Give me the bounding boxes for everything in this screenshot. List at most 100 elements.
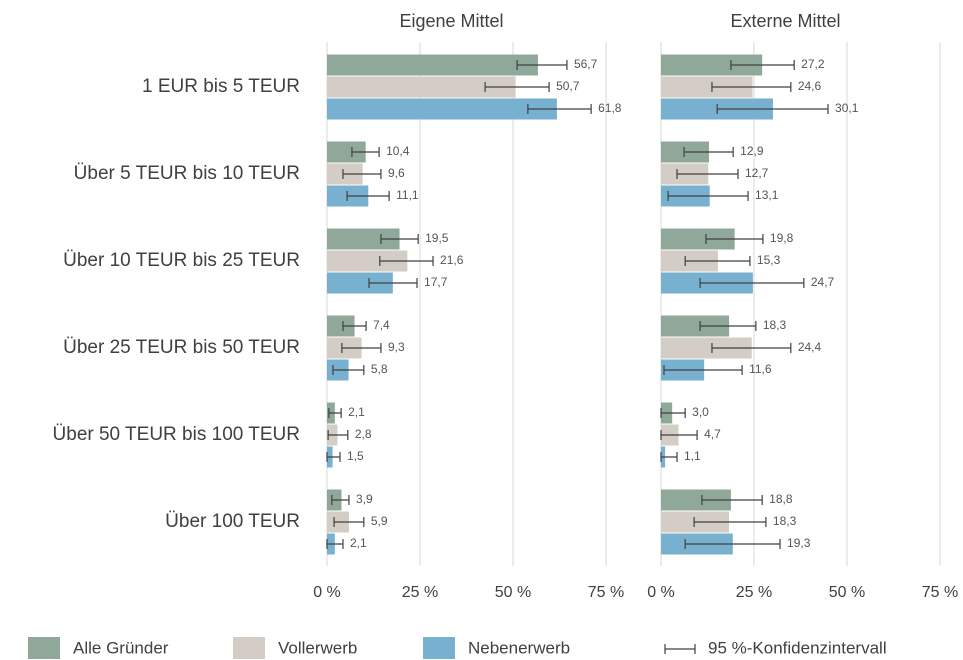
value-label: 19,3 <box>787 536 811 550</box>
error-bar <box>730 60 795 70</box>
error-bar <box>660 452 678 462</box>
error-bar <box>484 82 550 92</box>
error-bar <box>368 278 418 288</box>
error-bar <box>380 234 419 244</box>
x-tick-label: 75 % <box>922 584 958 601</box>
value-label: 12,7 <box>745 166 769 180</box>
error-bar <box>705 234 764 244</box>
error-bar <box>333 517 365 527</box>
error-bar <box>711 82 792 92</box>
value-label: 24,4 <box>798 340 822 354</box>
value-label: 27,2 <box>801 57 825 71</box>
x-tick-label: 25 % <box>402 584 438 601</box>
error-bar <box>663 365 743 375</box>
legend-label: Alle Gründer <box>73 638 169 657</box>
value-label: 1,5 <box>347 449 364 463</box>
bar <box>661 54 763 76</box>
value-label: 24,7 <box>811 275 835 289</box>
error-bar <box>346 191 390 201</box>
value-label: 10,4 <box>386 144 410 158</box>
x-tick-label: 25 % <box>736 584 772 601</box>
value-label: 4,7 <box>704 427 721 441</box>
value-label: 56,7 <box>574 57 598 71</box>
value-label: 18,8 <box>769 492 793 506</box>
value-label: 15,3 <box>757 253 781 267</box>
value-label: 18,3 <box>763 318 787 332</box>
x-tick-label: 50 % <box>495 584 531 601</box>
x-tick-label: 0 % <box>313 584 341 601</box>
legend-ci-icon <box>664 644 696 654</box>
panel-title: Externe Mittel <box>730 11 840 31</box>
error-bar <box>660 430 698 440</box>
value-label: 13,1 <box>755 188 779 202</box>
error-bar <box>701 495 763 505</box>
bar <box>661 337 752 359</box>
error-bar <box>342 169 382 179</box>
error-bar <box>342 321 367 331</box>
error-bar <box>379 256 434 266</box>
category-label: 1 EUR bis 5 TEUR <box>142 76 300 97</box>
bar <box>327 228 400 250</box>
error-bar <box>327 430 349 440</box>
value-label: 3,0 <box>692 405 709 419</box>
bar <box>327 141 366 163</box>
bar <box>327 250 408 272</box>
value-label: 2,8 <box>355 427 372 441</box>
value-label: 21,6 <box>440 253 464 267</box>
value-label: 19,8 <box>770 231 794 245</box>
value-label: 11,6 <box>749 362 772 376</box>
bar <box>327 315 355 337</box>
error-bar <box>527 104 592 114</box>
value-label: 2,1 <box>350 536 367 550</box>
error-bar <box>684 539 781 549</box>
value-label: 11,1 <box>396 188 419 202</box>
error-bar <box>331 495 350 505</box>
value-label: 24,6 <box>798 79 822 93</box>
error-bar <box>516 60 568 70</box>
value-label: 5,8 <box>371 362 388 376</box>
category-label: Über 50 TEUR bis 100 TEUR <box>53 424 300 445</box>
error-bar <box>326 452 341 462</box>
error-bar <box>699 321 757 331</box>
value-label: 18,3 <box>773 514 797 528</box>
bar <box>661 315 730 337</box>
legend-swatch <box>28 637 60 659</box>
error-bar <box>667 191 749 201</box>
x-tick-label: 0 % <box>647 584 675 601</box>
value-label: 17,7 <box>424 275 448 289</box>
error-bar <box>660 408 686 418</box>
value-label: 3,9 <box>356 492 373 506</box>
error-bar <box>693 517 767 527</box>
bar <box>661 489 731 511</box>
bar <box>661 76 753 98</box>
bar <box>661 228 735 250</box>
legend-swatch <box>233 637 265 659</box>
panel-title: Eigene Mittel <box>399 11 503 31</box>
error-bar <box>676 169 739 179</box>
error-bar <box>328 408 342 418</box>
error-bar <box>716 104 829 114</box>
error-bar <box>684 256 751 266</box>
bar <box>327 54 538 76</box>
value-label: 2,1 <box>348 405 365 419</box>
value-label: 30,1 <box>835 101 859 115</box>
value-label: 61,8 <box>598 101 622 115</box>
error-bar <box>326 539 344 549</box>
category-label: Über 10 TEUR bis 25 TEUR <box>63 250 300 271</box>
error-bar <box>699 278 805 288</box>
error-bar <box>341 343 382 353</box>
x-tick-label: 75 % <box>588 584 624 601</box>
legend-label: Nebenerwerb <box>468 638 570 657</box>
value-label: 50,7 <box>556 79 580 93</box>
error-bar <box>332 365 365 375</box>
legend-label: 95 %-Konfidenzintervall <box>708 638 887 657</box>
value-label: 9,6 <box>388 166 405 180</box>
x-tick-label: 50 % <box>829 584 865 601</box>
value-label: 1,1 <box>684 449 701 463</box>
bar <box>327 76 516 98</box>
value-label: 9,3 <box>388 340 405 354</box>
bar <box>327 272 393 294</box>
error-bar <box>351 147 380 157</box>
